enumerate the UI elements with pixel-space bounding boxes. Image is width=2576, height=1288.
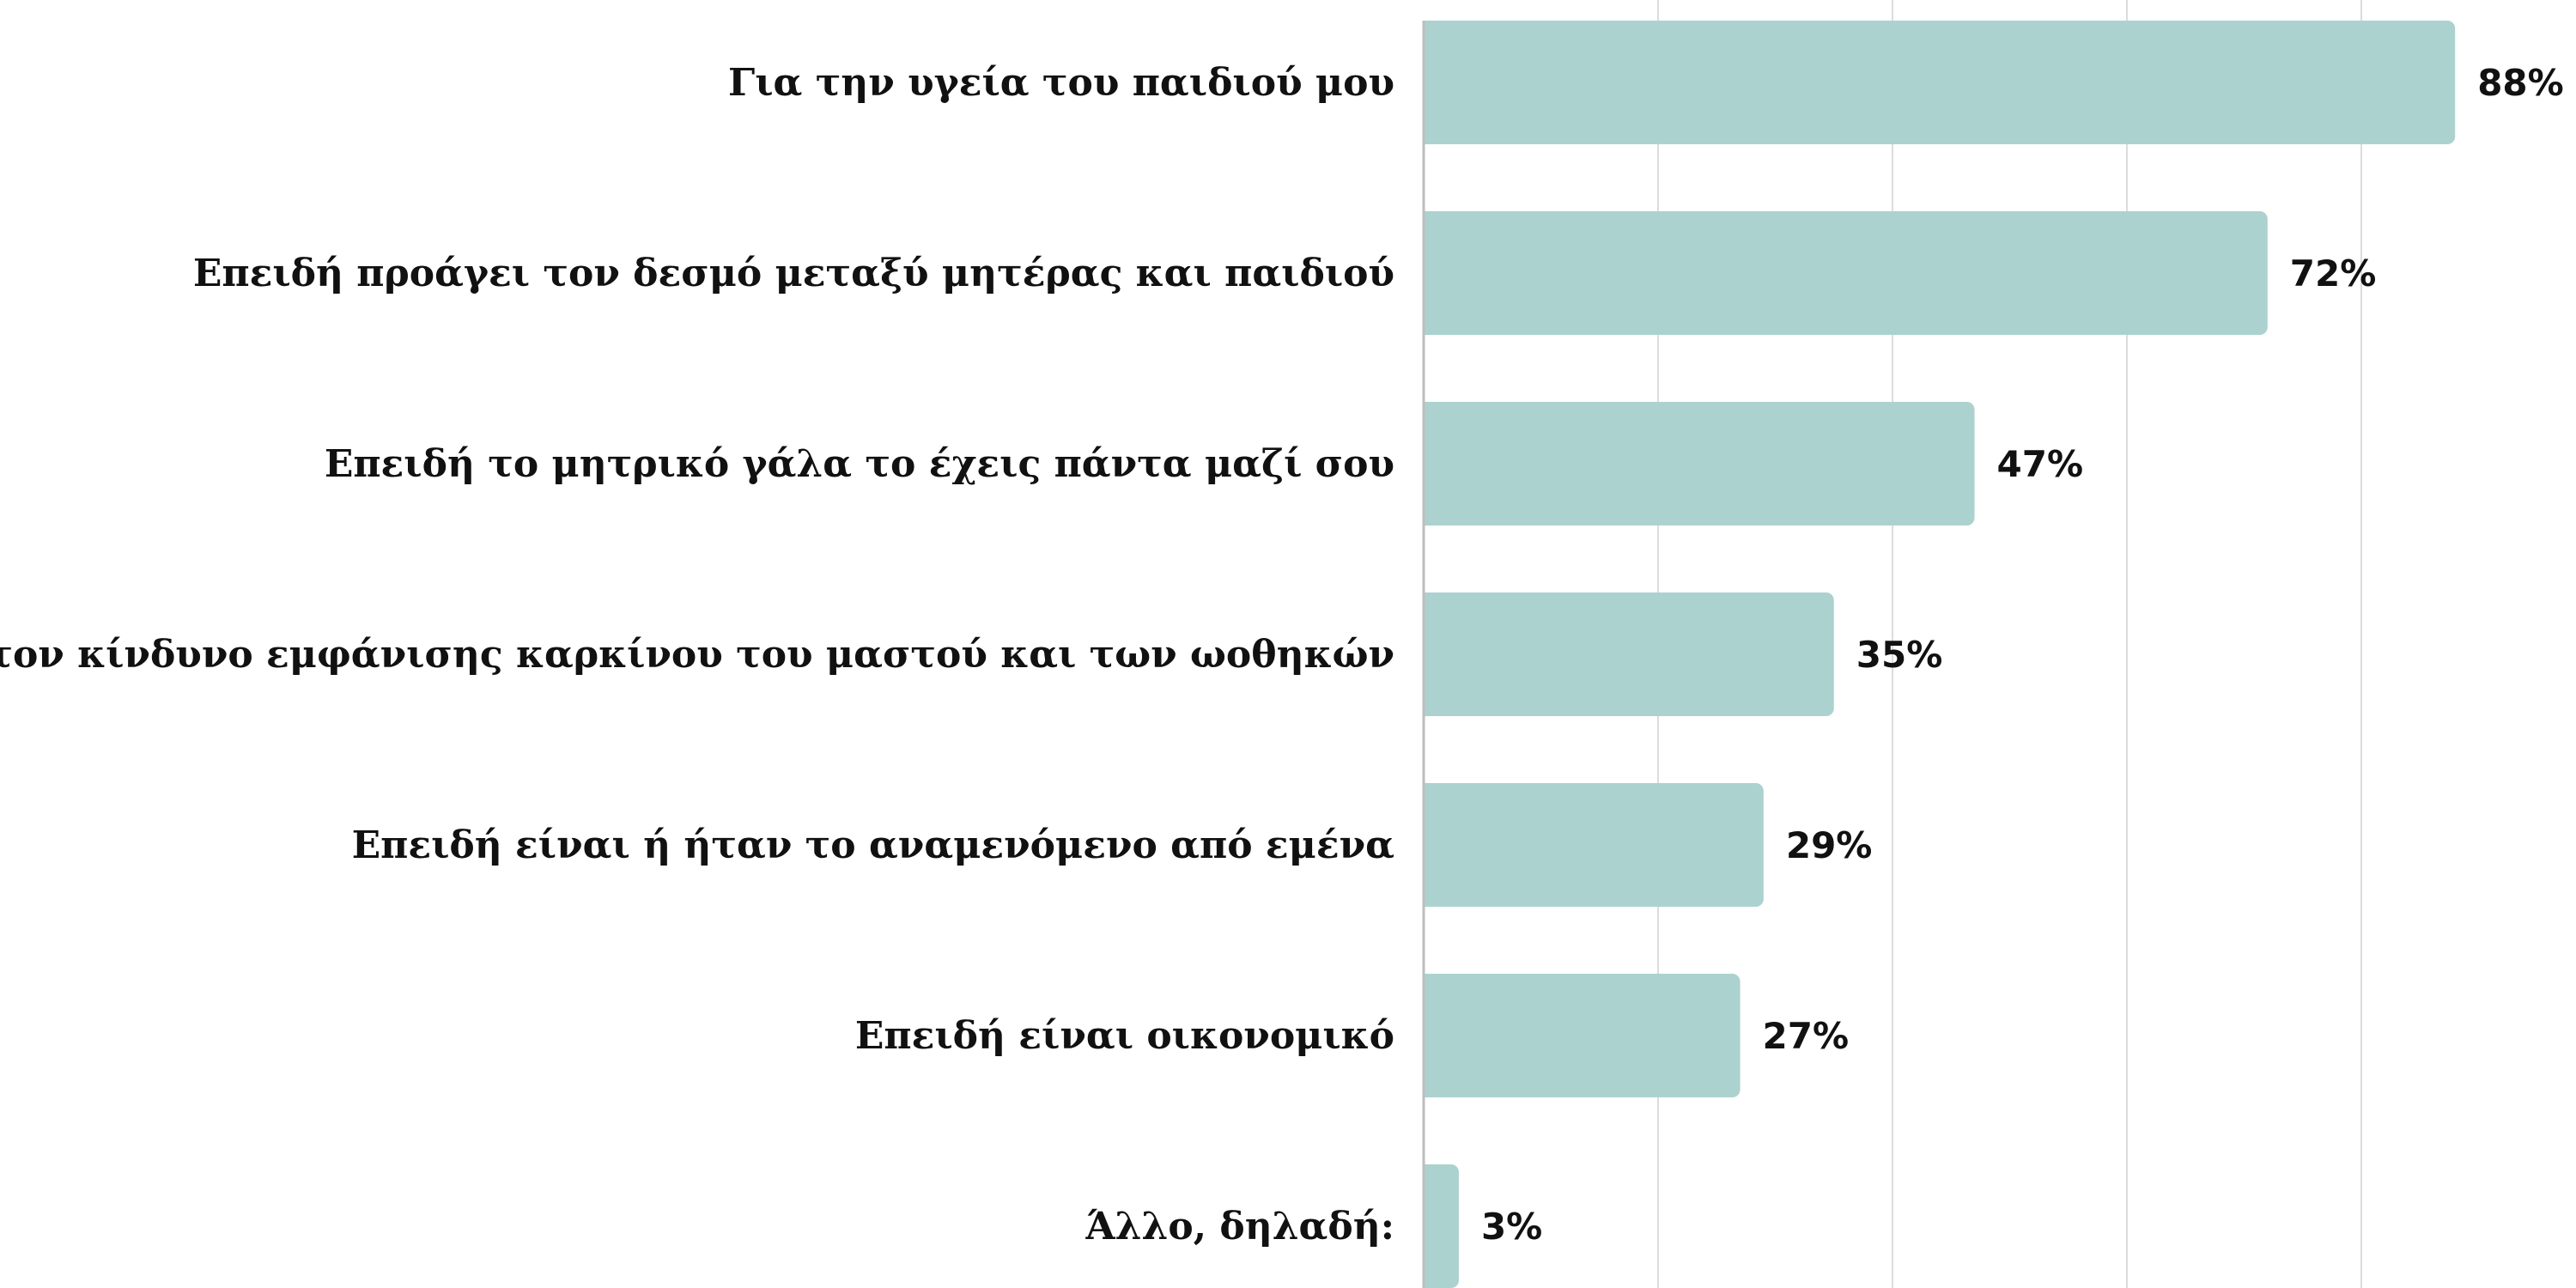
category-label-2: Επειδή το μητρικό γάλα το έχεις πάντα μα… bbox=[325, 442, 1394, 486]
value-label-2: 47% bbox=[1997, 443, 2084, 485]
category-label-4: Επειδή είναι ή ήταν το αναμενόμενο από ε… bbox=[352, 823, 1394, 867]
bar-3 bbox=[1424, 592, 1834, 716]
value-label-0: 88% bbox=[2477, 62, 2564, 104]
bar-1 bbox=[1424, 211, 2268, 335]
bar-2 bbox=[1424, 402, 1975, 526]
value-label-5: 27% bbox=[1763, 1015, 1850, 1057]
bar-4 bbox=[1424, 783, 1764, 907]
bar-edge-2 bbox=[1424, 402, 1434, 526]
category-label-1: Επειδή προάγει τον δεσμό μεταξύ μητέρας … bbox=[193, 252, 1394, 295]
bar-edge-3 bbox=[1424, 592, 1434, 716]
value-label-1: 72% bbox=[2290, 252, 2377, 295]
category-label-6: Άλλο, δηλαδή: bbox=[1085, 1205, 1394, 1249]
value-label-3: 35% bbox=[1856, 634, 1943, 676]
value-label-4: 29% bbox=[1786, 824, 1873, 866]
bar-edge-0 bbox=[1424, 21, 1434, 144]
bar-edge-5 bbox=[1424, 974, 1434, 1097]
category-label-3: Επειδή μειώνει τον κίνδυνο εμφάνισης καρ… bbox=[0, 633, 1394, 677]
value-label-6: 3% bbox=[1481, 1206, 1542, 1248]
category-label-0: Για την υγεία του παιδιού μου bbox=[728, 61, 1394, 105]
category-label-5: Επειδή είναι οικονομικό bbox=[855, 1014, 1394, 1058]
bar-edge-4 bbox=[1424, 783, 1434, 907]
bar-edge-6 bbox=[1424, 1164, 1434, 1288]
bar-edge-1 bbox=[1424, 211, 1434, 335]
bars bbox=[1424, 21, 2456, 1288]
bar-0 bbox=[1424, 21, 2456, 144]
labels: Για την υγεία του παιδιού μου 88% Επειδή π… bbox=[0, 61, 2564, 1249]
bar-5 bbox=[1424, 974, 1741, 1097]
